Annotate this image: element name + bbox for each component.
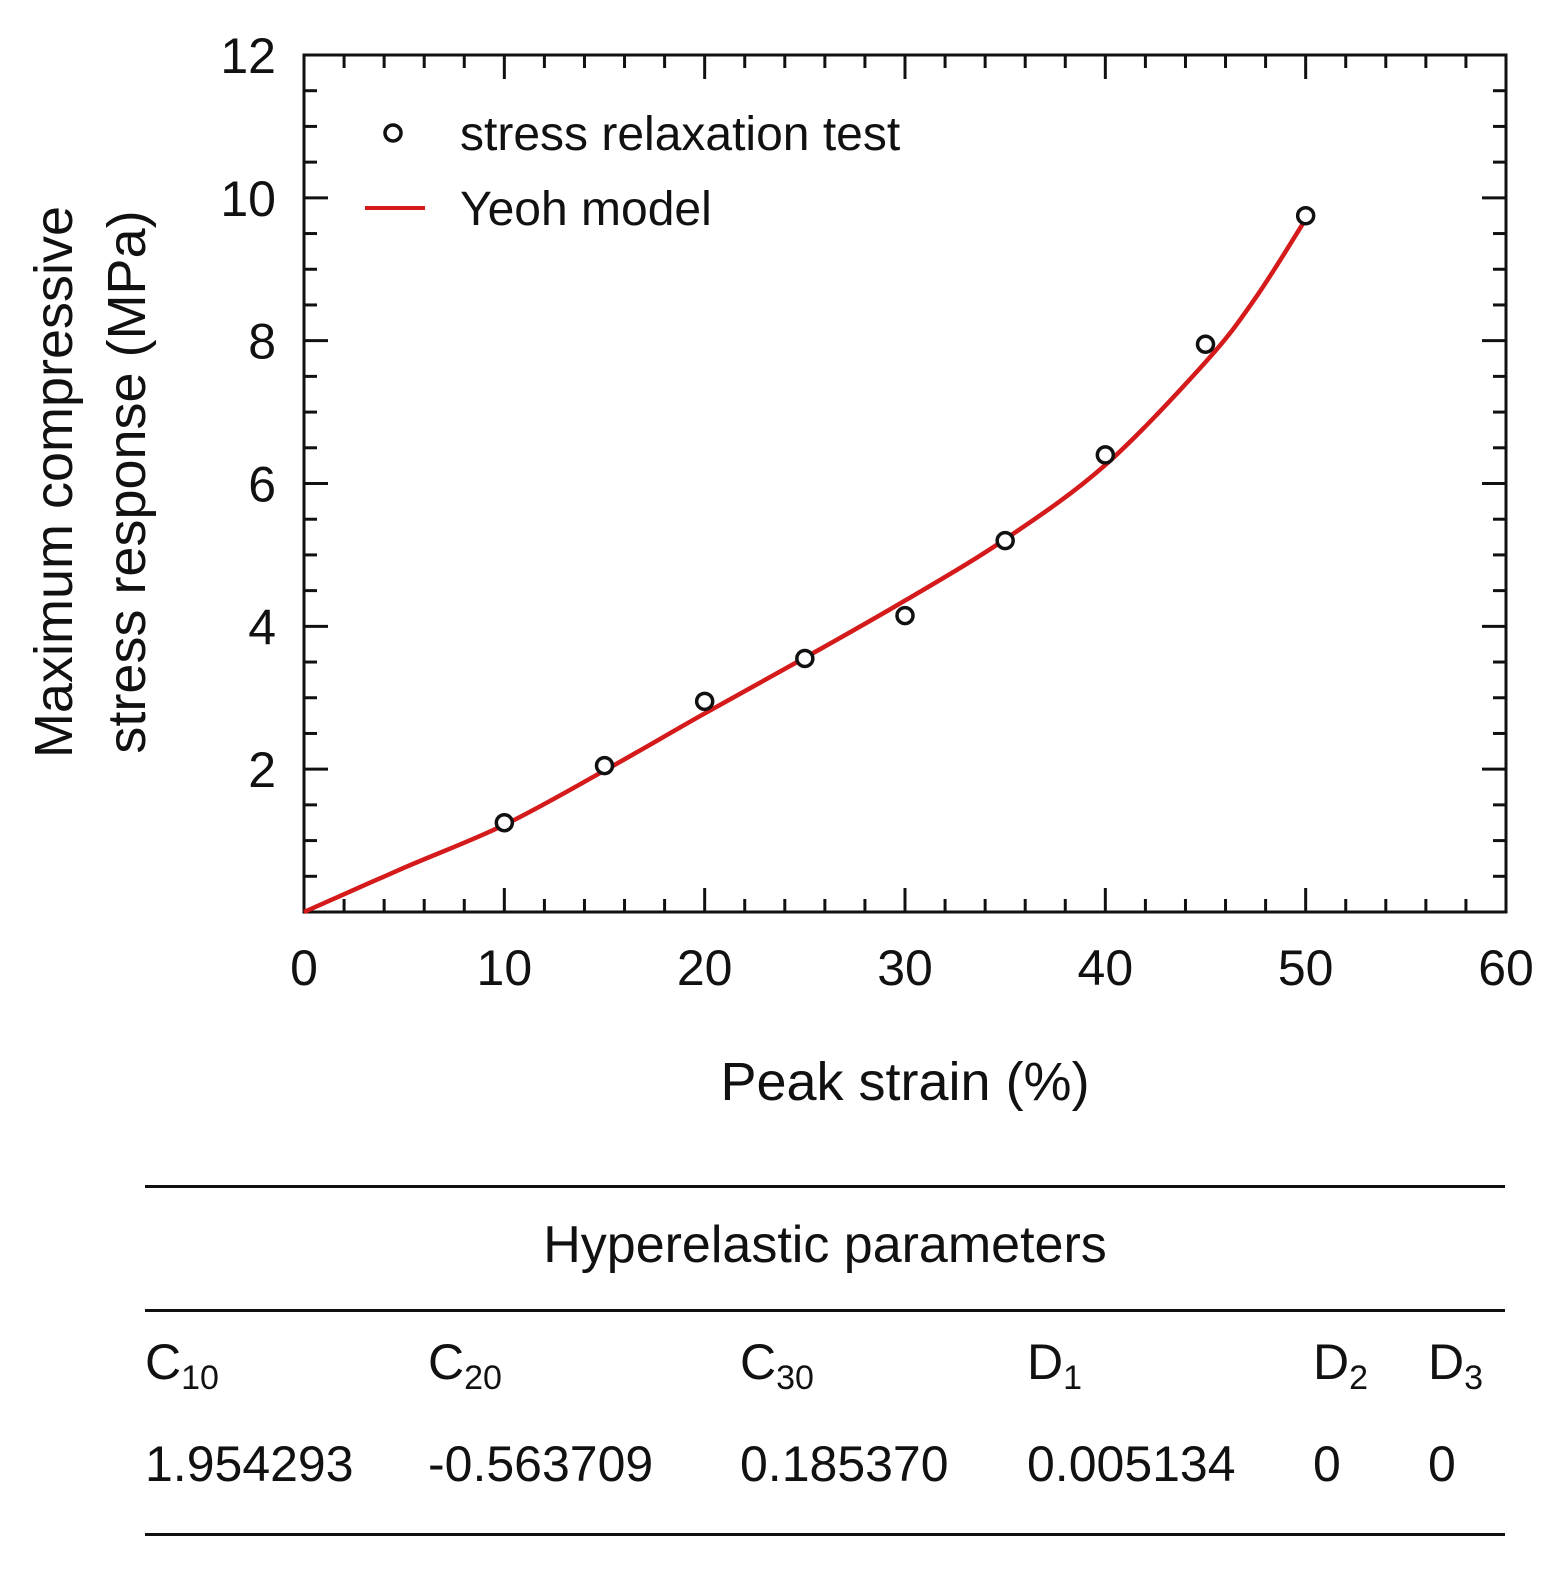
value-d1: 0.005134 [1027, 1436, 1236, 1492]
legend-label-scatter: stress relaxation test [460, 108, 900, 161]
data-point [895, 605, 915, 626]
stress-relaxation-series [494, 205, 1316, 833]
data-point [1295, 205, 1316, 226]
x-tick-label: 40 [1078, 940, 1134, 996]
x-axis-title: Peak strain (%) [720, 1052, 1089, 1112]
y-tick-label: 2 [248, 742, 276, 798]
header-d3: D3 [1428, 1333, 1483, 1398]
header-subscript: 1 [1063, 1359, 1083, 1397]
value-c10: 1.954293 [145, 1436, 354, 1492]
x-tick-label: 10 [477, 940, 533, 996]
header-d1: D1 [1027, 1333, 1082, 1398]
data-point [1095, 445, 1116, 465]
yeoh-model-series [303, 218, 1308, 915]
header-symbol: C [740, 1334, 777, 1390]
header-symbol: C [428, 1334, 465, 1390]
data-point [995, 530, 1015, 551]
header-symbol: D [1313, 1334, 1350, 1390]
table-title: Hyperelastic parameters [543, 1216, 1107, 1274]
y-tick-label: 12 [220, 28, 276, 84]
header-symbol: D [1428, 1334, 1465, 1390]
plot-frame [302, 53, 1508, 914]
x-tick-label: 60 [1478, 940, 1534, 996]
header-c30: C30 [740, 1333, 814, 1398]
header-subscript: 30 [776, 1359, 814, 1397]
header-subscript: 10 [181, 1359, 219, 1397]
x-tick-label: 30 [877, 940, 933, 996]
data-point [694, 691, 715, 712]
data-point [795, 648, 815, 669]
header-symbol: D [1027, 1334, 1064, 1390]
y-tick-label: 10 [220, 171, 276, 227]
table-header-rule [145, 1309, 1505, 1312]
table-top-rule [145, 1185, 1505, 1188]
data-point [594, 755, 615, 776]
x-tick-label: 20 [677, 940, 733, 996]
value-c20: -0.563709 [428, 1436, 654, 1492]
header-symbol: C [145, 1334, 182, 1390]
header-c20: C20 [428, 1333, 502, 1398]
header-d2: D2 [1313, 1333, 1368, 1398]
x-tick-label: 0 [290, 940, 318, 996]
y-tick-label: 6 [248, 457, 276, 513]
y-axis-title-line-2: stress response (MPa) [97, 210, 157, 753]
header-subscript: 20 [464, 1359, 502, 1397]
header-subscript: 3 [1464, 1359, 1484, 1397]
value-d3: 0 [1428, 1436, 1456, 1492]
data-point [1195, 334, 1216, 354]
tick-labels: 0 10 20 30 40 50 60 2 4 6 8 10 12 [220, 28, 1533, 996]
x-tick-label: 50 [1278, 940, 1334, 996]
table-bottom-rule [145, 1533, 1505, 1536]
y-axis-title-line-1: Maximum compressive [24, 206, 84, 758]
legend-marker-open-circle [383, 123, 403, 143]
yeoh-model-line [303, 218, 1308, 915]
chart: 0 10 20 30 40 50 60 2 4 6 8 10 12 Maximum compressiv… [24, 28, 1534, 1112]
y-tick-label: 4 [248, 599, 276, 655]
header-c10: C10 [145, 1333, 219, 1398]
header-subscript: 2 [1349, 1359, 1369, 1397]
y-tick-label: 8 [248, 314, 276, 370]
legend-label-line: Yeoh model [460, 183, 712, 236]
data-point [494, 812, 515, 833]
legend: stress relaxation test Yeoh model [365, 108, 900, 236]
value-d2: 0 [1313, 1436, 1341, 1492]
value-c30: 0.185370 [740, 1436, 949, 1492]
